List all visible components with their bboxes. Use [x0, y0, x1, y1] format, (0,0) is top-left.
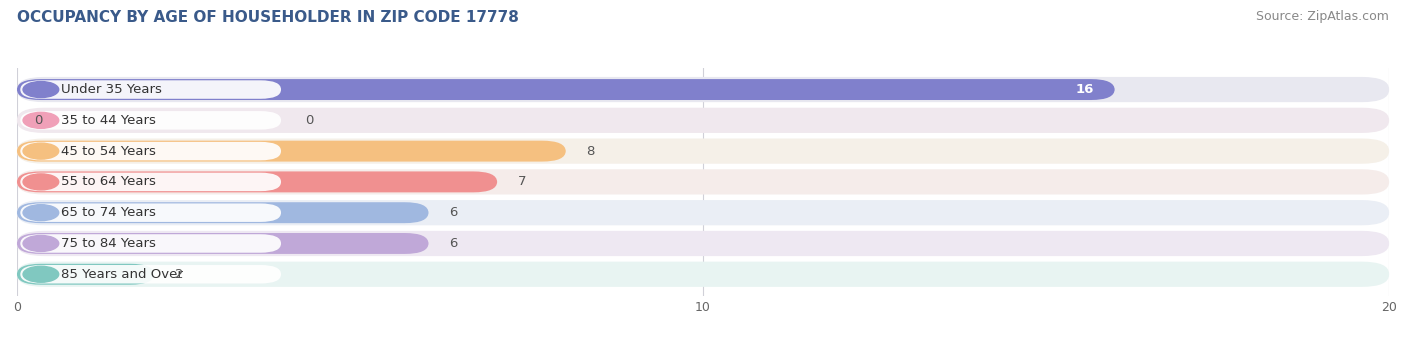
Circle shape — [22, 143, 59, 159]
Text: 0: 0 — [305, 114, 314, 127]
FancyBboxPatch shape — [17, 264, 155, 285]
Circle shape — [22, 82, 59, 98]
Text: Source: ZipAtlas.com: Source: ZipAtlas.com — [1256, 10, 1389, 23]
FancyBboxPatch shape — [17, 233, 429, 254]
FancyBboxPatch shape — [20, 142, 281, 160]
Circle shape — [22, 266, 59, 282]
FancyBboxPatch shape — [20, 203, 281, 222]
Text: 85 Years and Over: 85 Years and Over — [62, 268, 183, 281]
FancyBboxPatch shape — [17, 200, 1389, 225]
Text: 8: 8 — [586, 144, 595, 158]
Circle shape — [22, 174, 59, 190]
Circle shape — [22, 112, 59, 128]
FancyBboxPatch shape — [20, 111, 281, 130]
FancyBboxPatch shape — [17, 202, 429, 223]
Circle shape — [22, 205, 59, 221]
Text: 2: 2 — [174, 268, 183, 281]
Text: 7: 7 — [517, 175, 526, 188]
FancyBboxPatch shape — [17, 77, 1389, 102]
Text: 35 to 44 Years: 35 to 44 Years — [62, 114, 156, 127]
FancyBboxPatch shape — [20, 80, 281, 99]
Circle shape — [22, 236, 59, 252]
FancyBboxPatch shape — [17, 231, 1389, 256]
FancyBboxPatch shape — [17, 169, 1389, 194]
FancyBboxPatch shape — [20, 234, 281, 253]
Text: 0: 0 — [34, 114, 42, 127]
Text: 65 to 74 Years: 65 to 74 Years — [62, 206, 156, 219]
FancyBboxPatch shape — [17, 171, 498, 192]
Text: 6: 6 — [449, 237, 457, 250]
Text: 16: 16 — [1076, 83, 1094, 96]
Text: 55 to 64 Years: 55 to 64 Years — [62, 175, 156, 188]
Text: OCCUPANCY BY AGE OF HOUSEHOLDER IN ZIP CODE 17778: OCCUPANCY BY AGE OF HOUSEHOLDER IN ZIP C… — [17, 10, 519, 25]
Text: Under 35 Years: Under 35 Years — [62, 83, 162, 96]
FancyBboxPatch shape — [17, 138, 1389, 164]
Text: 75 to 84 Years: 75 to 84 Years — [62, 237, 156, 250]
Text: 45 to 54 Years: 45 to 54 Years — [62, 144, 156, 158]
FancyBboxPatch shape — [17, 79, 1115, 100]
FancyBboxPatch shape — [17, 141, 565, 162]
FancyBboxPatch shape — [20, 173, 281, 191]
FancyBboxPatch shape — [17, 262, 1389, 287]
FancyBboxPatch shape — [17, 108, 1389, 133]
FancyBboxPatch shape — [20, 265, 281, 284]
Text: 6: 6 — [449, 206, 457, 219]
